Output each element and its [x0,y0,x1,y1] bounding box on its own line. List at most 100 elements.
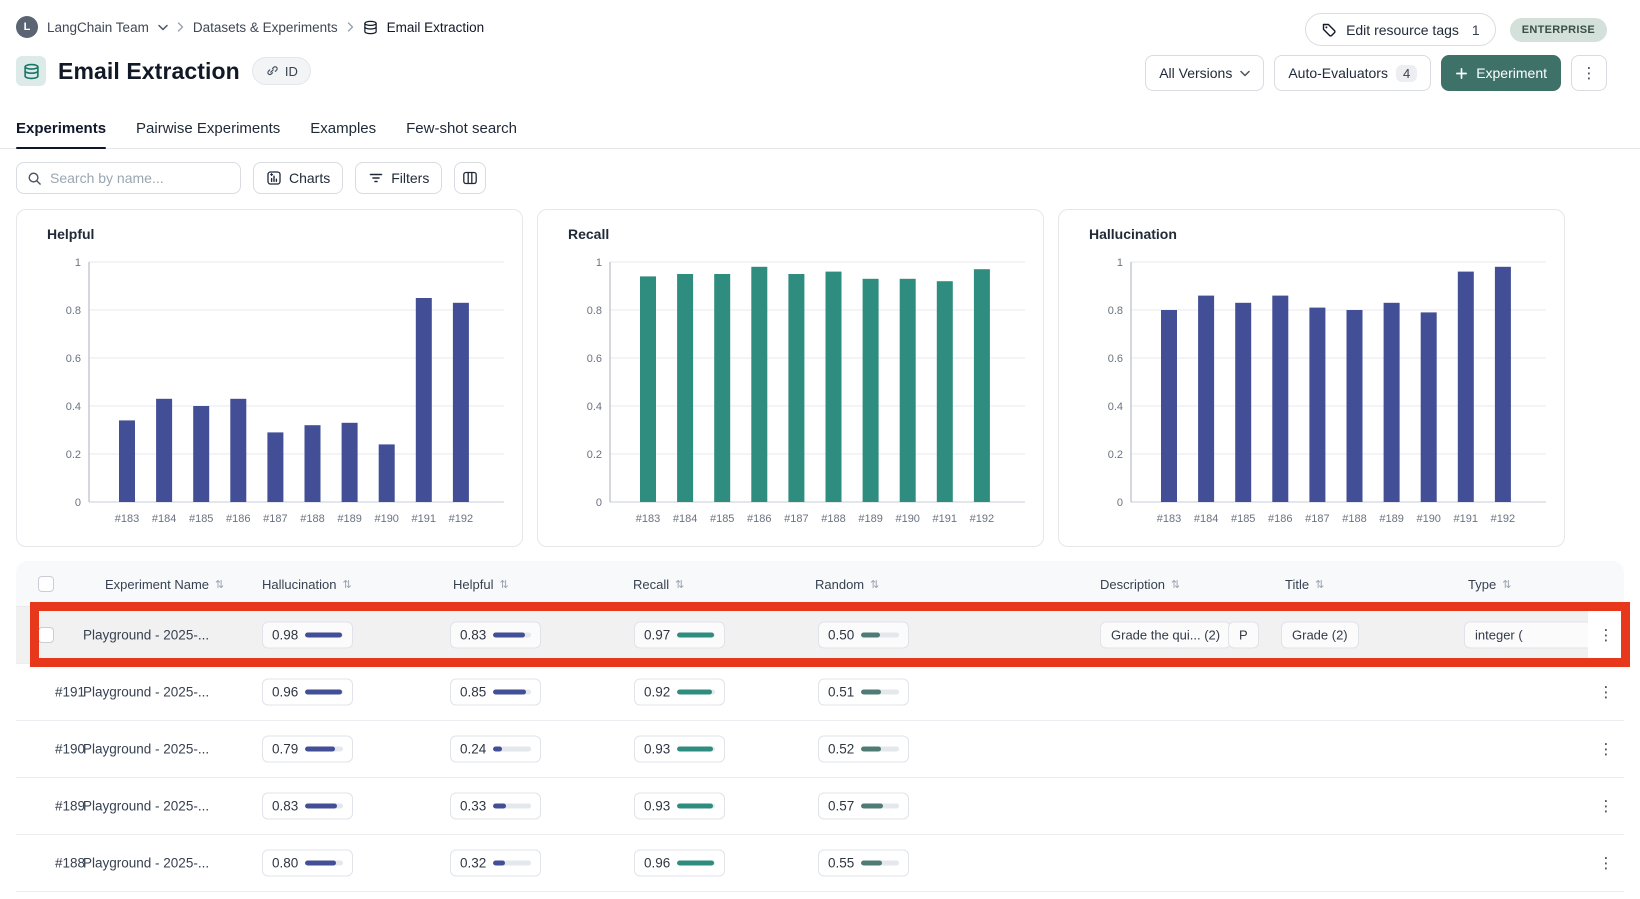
tab-experiments[interactable]: Experiments [16,108,107,149]
svg-text:#185: #185 [710,513,734,525]
recall-score-chip: 0.93 [634,735,726,763]
svg-text:0.8: 0.8 [587,305,602,317]
chart-bar [973,269,990,502]
recall-score-value: 0.96 [644,855,671,871]
svg-text:#186: #186 [226,513,250,525]
helpful-score-chip: 0.33 [450,792,542,820]
row-checkbox[interactable] [38,627,54,643]
edit-resource-tags-button[interactable]: Edit resource tags 1 [1305,13,1496,46]
row-actions: ⋮ [1588,778,1624,834]
experiment-name: Playground - 2025-... [83,627,210,643]
svg-text:#188: #188 [821,513,845,525]
score-bar-fill [493,860,506,866]
svg-text:#184: #184 [1194,513,1218,525]
score-bar-track [493,746,532,752]
svg-text:#189: #189 [858,513,882,525]
svg-text:#192: #192 [1491,513,1515,525]
team-avatar[interactable]: L [16,16,38,38]
score-bar-track [677,803,716,809]
auto-evaluators-button[interactable]: Auto-Evaluators 4 [1274,55,1432,91]
description-chip: Grade the qui... (2) [1100,621,1232,649]
column-header-hallucination[interactable]: Hallucination ⇅ [262,561,352,607]
search-box[interactable] [16,162,241,194]
database-icon [363,20,378,35]
all-versions-label: All Versions [1159,65,1233,81]
tag-icon [1321,22,1337,38]
all-versions-dropdown[interactable]: All Versions [1145,55,1265,91]
chevron-right-icon [177,22,184,32]
svg-text:#191: #191 [1454,513,1478,525]
columns-button[interactable] [454,162,487,194]
random-score-value: 0.55 [828,855,855,871]
breadcrumb: L LangChain Team Datasets & Experiments … [16,15,484,39]
chevron-down-icon[interactable] [158,24,168,31]
chart-bar [640,276,656,502]
column-header-recall[interactable]: Recall ⇅ [633,561,684,607]
column-header-random[interactable]: Random ⇅ [815,561,879,607]
page-menu-button[interactable]: ⋮ [1571,55,1607,91]
svg-text:#183: #183 [1157,513,1181,525]
row-menu-button[interactable]: ⋮ [1598,796,1614,815]
column-header-title_tag[interactable]: Title ⇅ [1285,561,1324,607]
chart-bar [1494,266,1511,502]
charts-button-label: Charts [289,170,331,186]
svg-text:#188: #188 [1342,513,1366,525]
chart-bar [119,420,135,502]
metric-chart-card-hallucination: Hallucination 0 0.2 0.4 0.6 0.8 1 #183 #184 #185 #… [1058,209,1565,547]
column-header-type_value[interactable]: Type ⇅ [1468,561,1511,607]
svg-text:0.4: 0.4 [587,401,602,413]
row-menu-button[interactable]: ⋮ [1598,682,1614,701]
chart-bar [452,302,469,502]
tab-pairwise-experiments[interactable]: Pairwise Experiments [136,119,281,137]
score-bar-fill [493,803,506,809]
new-experiment-button[interactable]: Experiment [1441,55,1561,91]
table-row[interactable]: #191 Playground - 2025-... 0.96 0.85 0.92 0.5… [16,664,1624,721]
table-row[interactable]: #190 Playground - 2025-... 0.79 0.24 0.93 0.5… [16,721,1624,778]
chart-title-recall: Recall [568,226,610,242]
tab-examples[interactable]: Examples [310,119,377,137]
score-bar-track [305,860,344,866]
table-row[interactable]: Playground - 2025-... 0.98 0.83 0.97 0.50 Gra… [16,607,1624,664]
svg-text:#192: #192 [449,513,473,525]
random-score-chip: 0.52 [818,735,910,763]
table-row[interactable]: #189 Playground - 2025-... 0.83 0.33 0.93 0.5… [16,778,1624,835]
select-all-checkbox[interactable] [38,575,54,592]
sort-icon: ⇅ [1315,577,1325,591]
helpful-score-value: 0.33 [460,798,487,814]
breadcrumb-team[interactable]: LangChain Team [47,19,149,35]
id-label: ID [284,63,298,79]
filters-button[interactable]: Filters [355,162,443,194]
search-input[interactable] [50,170,230,186]
copy-id-button[interactable]: ID [251,57,311,85]
chevron-down-icon [1240,70,1251,77]
hallucination-score-chip: 0.80 [262,849,354,877]
experiment-name: Playground - 2025-... [83,684,210,700]
chart-bar [193,406,210,502]
chart-title-helpful: Helpful [47,226,95,242]
svg-text:#187: #187 [784,513,808,525]
svg-text:0.2: 0.2 [587,449,602,461]
row-menu-button[interactable]: ⋮ [1598,739,1614,758]
charts-button[interactable]: Charts [253,162,344,194]
sort-icon: ⇅ [1502,577,1512,591]
hallucination-score-value: 0.96 [272,684,299,700]
svg-text:0: 0 [75,497,81,509]
row-menu-button[interactable]: ⋮ [1598,853,1614,872]
column-header-description[interactable]: Description ⇅ [1100,561,1180,607]
column-header-helpful[interactable]: Helpful ⇅ [453,561,509,607]
score-bar-track [677,689,716,695]
svg-text:#185: #185 [1231,513,1255,525]
table-row[interactable]: #188 Playground - 2025-... 0.80 0.32 0.96 0.5… [16,835,1624,892]
random-score-value: 0.51 [828,684,855,700]
column-header-label: Type [1468,576,1497,592]
score-bar-fill [305,860,336,866]
svg-text:#186: #186 [747,513,771,525]
chart-bar [1272,295,1289,502]
bar-chart-icon [266,170,282,186]
row-menu-button[interactable]: ⋮ [1598,625,1614,644]
tab-few-shot-search[interactable]: Few-shot search [406,119,517,137]
breadcrumb-datasets[interactable]: Datasets & Experiments [192,19,338,35]
recall-score-chip: 0.92 [634,678,726,706]
random-score-chip: 0.55 [818,849,910,877]
column-header-name[interactable]: Experiment Name ⇅ [105,561,224,607]
